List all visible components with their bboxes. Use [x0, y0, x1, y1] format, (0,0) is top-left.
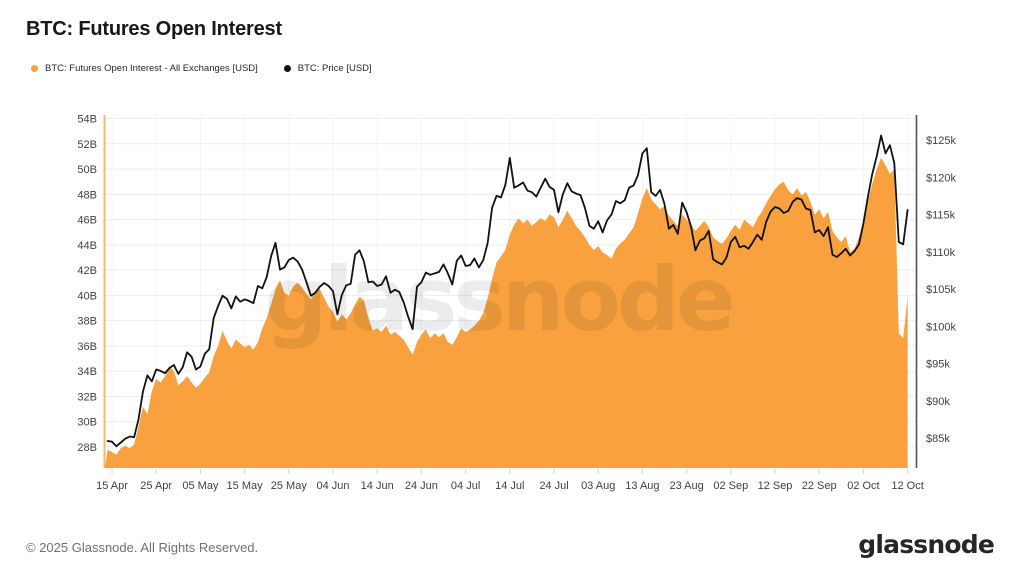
x-axis-label: 13 Aug: [625, 480, 659, 492]
page-title: BTC: Futures Open Interest: [26, 18, 282, 40]
x-axis-label: 12 Oct: [891, 480, 923, 492]
x-axis-label: 24 Jul: [539, 480, 568, 492]
y-right-axis-label: $125k: [926, 135, 956, 147]
y-left-axis-label: 38B: [77, 316, 97, 328]
legend-label-price: BTC: Price [USD]: [297, 63, 372, 74]
x-axis-label: 02 Sep: [713, 480, 748, 492]
y-right-axis-label: $100k: [926, 321, 956, 333]
y-left-axis-label: 46B: [77, 215, 97, 227]
x-axis-label: 23 Aug: [669, 480, 703, 492]
y-left-axis-label: 42B: [77, 265, 97, 277]
y-left-axis-label: 30B: [77, 417, 97, 429]
y-left-axis-label: 36B: [77, 341, 97, 353]
price-line-series: [106, 134, 909, 448]
y-left-axis-label: 44B: [77, 240, 97, 252]
open-interest-swatch-icon: [31, 65, 38, 72]
y-left-axis-label: 52B: [77, 139, 97, 151]
y-left-axis-label: 32B: [77, 391, 97, 403]
y-left-axis-label: 48B: [77, 189, 97, 201]
x-axis-label: 25 Apr: [140, 480, 172, 492]
x-axis-label: 15 Apr: [96, 480, 128, 492]
y-left-axis-label: 54B: [77, 114, 97, 126]
legend: BTC: Futures Open Interest - All Exchang…: [31, 63, 372, 74]
x-axis-label: 24 Jun: [405, 480, 438, 492]
y-right-axis-label: $105k: [926, 284, 956, 296]
x-axis-label: 22 Sep: [802, 480, 837, 492]
plot-area[interactable]: [105, 115, 916, 468]
x-axis-label: 02 Oct: [847, 480, 879, 492]
y-right-axis-label: $85k: [926, 433, 950, 445]
y-right-axis-label: $90k: [926, 396, 950, 408]
copyright-text: © 2025 Glassnode. All Rights Reserved.: [26, 540, 259, 555]
x-axis-label: 12 Sep: [758, 480, 793, 492]
glassnode-logo[interactable]: glassnode: [858, 530, 995, 559]
x-axis-label: 25 May: [271, 480, 308, 492]
legend-item-open-interest[interactable]: BTC: Futures Open Interest - All Exchang…: [31, 63, 258, 74]
x-axis-label: 14 Jun: [361, 480, 394, 492]
x-axis-label: 04 Jun: [316, 480, 349, 492]
y-left-axis-label: 50B: [77, 164, 97, 176]
y-right-axis-label: $120k: [926, 172, 956, 184]
x-axis-label: 15 May: [227, 480, 264, 492]
y-left-axis-label: 28B: [77, 442, 97, 454]
y-left-axis-label: 34B: [77, 366, 97, 378]
y-right-axis-label: $115k: [926, 210, 956, 222]
legend-item-price[interactable]: BTC: Price [USD]: [283, 63, 372, 74]
glassnode-watermark: glassnode: [264, 248, 731, 351]
x-axis-label: 14 Jul: [495, 480, 524, 492]
x-axis-label: 03 Aug: [581, 480, 615, 492]
x-axis-label: 05 May: [182, 480, 219, 492]
y-left-axis-label: 40B: [77, 290, 97, 302]
legend-label-open-interest: BTC: Futures Open Interest - All Exchang…: [45, 63, 258, 74]
y-right-axis-label: $95k: [926, 359, 950, 371]
x-axis-label: 04 Jul: [451, 480, 480, 492]
price-swatch-icon: [283, 65, 291, 72]
y-right-axis-label: $110k: [926, 247, 956, 259]
